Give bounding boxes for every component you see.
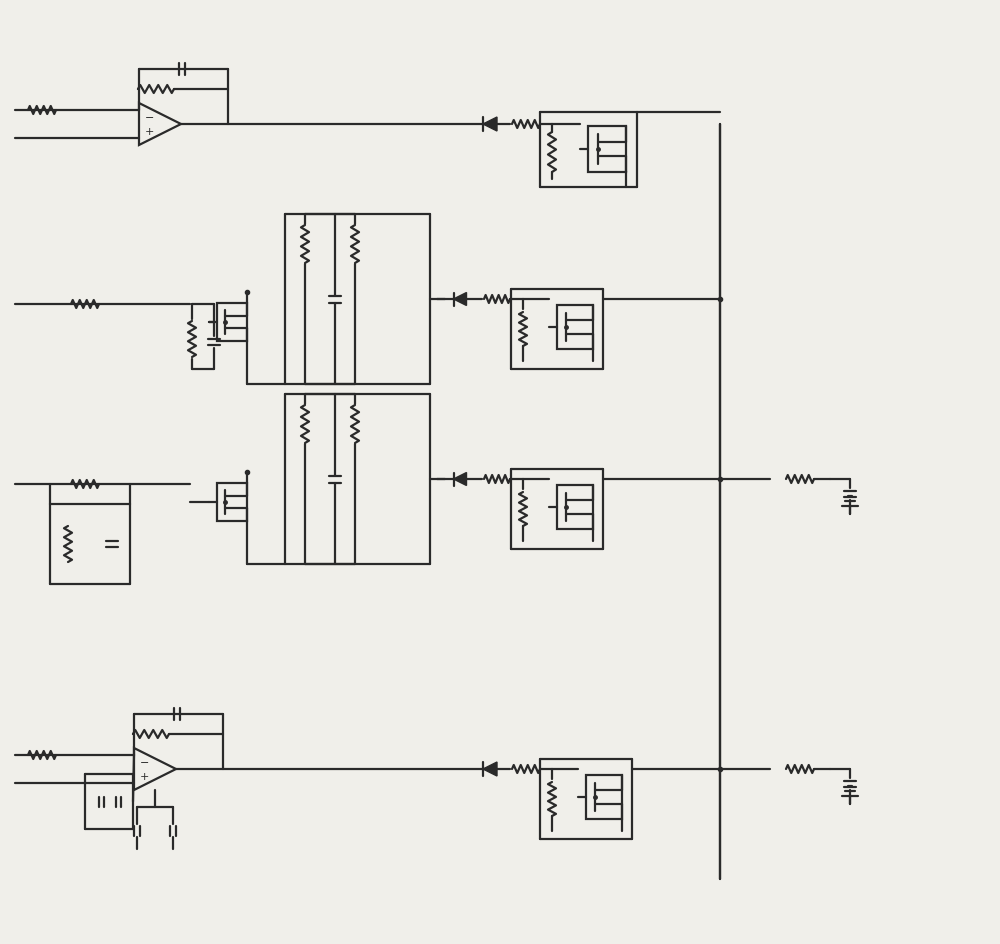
Text: −: − (145, 113, 154, 123)
Text: +: + (145, 126, 154, 137)
Bar (217, 304, 247, 342)
Text: −: − (140, 757, 149, 767)
Bar (586, 775, 622, 819)
Bar (588, 126, 626, 173)
Polygon shape (454, 294, 467, 306)
Polygon shape (483, 118, 497, 132)
Polygon shape (483, 762, 497, 776)
Polygon shape (454, 473, 467, 486)
Bar (217, 483, 247, 521)
Text: +: + (140, 771, 149, 782)
Bar (557, 485, 593, 530)
Bar (557, 306, 593, 349)
